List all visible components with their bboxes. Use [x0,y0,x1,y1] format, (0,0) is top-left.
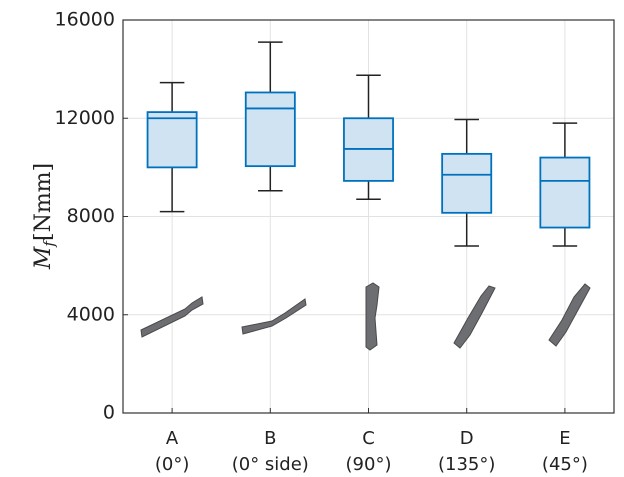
box [246,92,295,166]
y-tick-label: 16000 [55,9,115,31]
specimen-icon [366,283,379,350]
x-tick-label: C [362,428,375,449]
box-plot [442,119,491,245]
box [540,158,589,228]
specimen-icon [242,299,306,334]
x-tick-label: D [460,428,474,449]
y-axis-label: Mf[Nmm] [31,163,58,270]
x-tick-note: (0° side) [232,454,309,475]
box [442,154,491,213]
x-tick-label: B [264,428,276,449]
x-tick-note: (135°) [438,454,495,475]
y-tick-label: 12000 [55,107,115,129]
chart: Mf[Nmm] 0 4000 8000 12000 16000 A (0°) B (0° sid… [0,0,624,477]
x-tick-note: (45°) [542,454,588,475]
specimen-icon [454,286,495,348]
y-label-unit: [Nmm] [31,163,56,241]
y-tick-label: 8000 [67,205,115,227]
x-tick-label: E [559,428,570,449]
x-tick-note: (0°) [155,454,190,475]
x-tick-note: (90°) [346,454,392,475]
x-tick-label: A [166,428,179,449]
box-plot [540,123,589,246]
y-tick-label: 0 [103,402,115,424]
box [148,112,197,167]
box-plot [148,83,197,212]
page: Mf[Nmm] 0 4000 8000 12000 16000 A (0°) B (0° sid… [0,0,624,477]
y-tick-label: 4000 [67,303,115,325]
box-plot [344,75,393,199]
specimen-icons [141,283,590,350]
y-label-symbol: M [31,246,56,270]
box-plot [246,42,295,191]
